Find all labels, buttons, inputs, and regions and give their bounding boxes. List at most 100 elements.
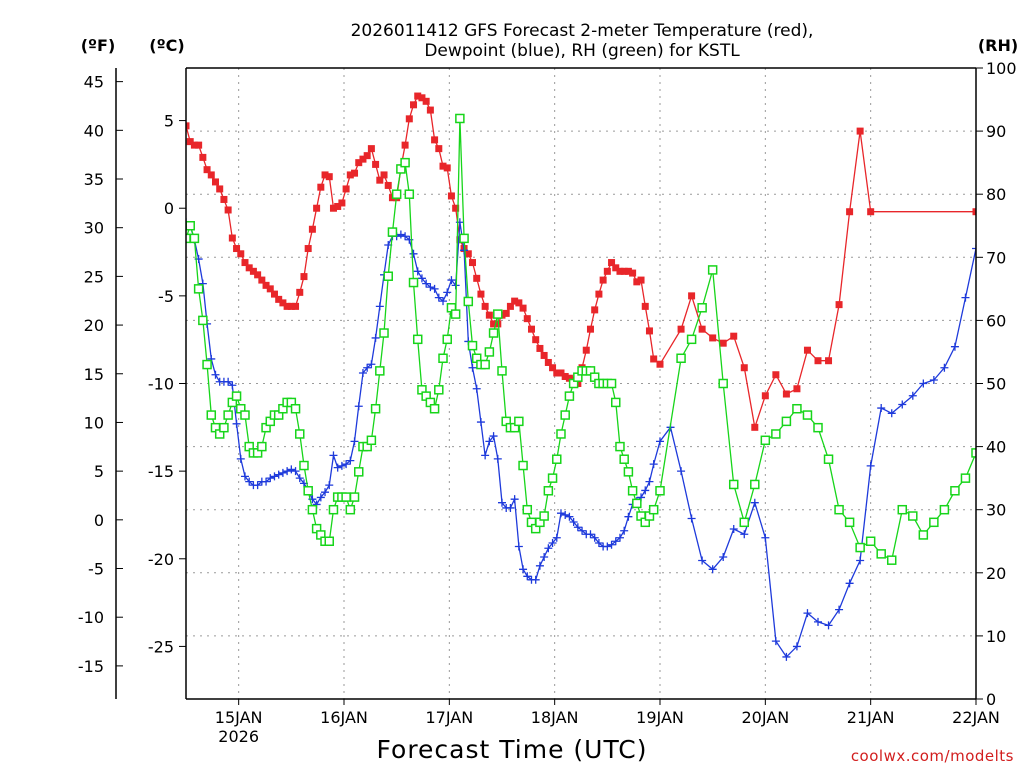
dewpoint-point <box>333 463 342 472</box>
temperature-point <box>511 297 519 305</box>
temperature-point <box>363 152 371 160</box>
rh-point <box>918 530 929 540</box>
temperature-point <box>608 259 616 267</box>
dewpoint-point <box>228 381 237 390</box>
temperature-point <box>464 250 472 258</box>
rh-point <box>488 328 499 338</box>
dewpoint-point <box>540 553 549 562</box>
temperature-point <box>435 145 443 153</box>
temperature-point <box>254 271 262 279</box>
temperature-point <box>283 302 291 310</box>
temperature-point <box>376 176 384 184</box>
temperature-point <box>367 145 375 153</box>
rh-point <box>231 391 242 401</box>
temperature-point <box>346 171 354 179</box>
rh-point <box>493 309 503 319</box>
temperature-point <box>846 208 854 216</box>
dewpoint-point <box>866 461 875 470</box>
dewpoint-point <box>266 474 275 483</box>
dewpoint-point <box>594 539 603 548</box>
dewpoint-point <box>325 481 334 490</box>
dewpoint-point <box>346 456 355 465</box>
rh-point <box>434 385 444 395</box>
rh-point <box>455 113 465 124</box>
rh-point <box>341 492 351 502</box>
dewpoint-point <box>337 461 346 470</box>
rh-point <box>328 504 339 515</box>
rh-point <box>189 233 200 244</box>
temperature-point <box>249 267 257 275</box>
rh-point <box>929 517 939 528</box>
dewpoint-point <box>375 302 384 311</box>
dewpoint-point <box>544 544 553 553</box>
rh-point <box>950 486 960 496</box>
fahrenheit-tick-label: 40 <box>84 121 104 140</box>
temperature-point <box>372 160 380 168</box>
temperature-point <box>553 369 561 377</box>
dewpoint-point <box>708 565 717 574</box>
temperature-point <box>561 372 569 380</box>
rh-tick-label: 80 <box>986 185 1006 204</box>
temperature-point <box>452 204 460 212</box>
rh-point <box>370 403 381 414</box>
temperature-point <box>224 206 232 214</box>
temperature-point <box>549 364 557 372</box>
rh-point <box>518 460 528 471</box>
rh-tick-label: 20 <box>986 564 1006 583</box>
temperature-point <box>334 202 342 210</box>
temperature-point <box>523 315 531 323</box>
dewpoint-point <box>645 477 654 486</box>
temperature-point <box>527 325 535 333</box>
rh-tick-label: 90 <box>986 122 1006 141</box>
temperature-point <box>308 225 316 233</box>
temperature-point <box>216 185 224 193</box>
dewpoint-point <box>552 533 561 542</box>
rh-tick-label: 70 <box>986 248 1006 267</box>
rh-point <box>349 492 360 502</box>
dewpoint-point <box>687 514 696 523</box>
dewpoint-point <box>929 375 938 384</box>
temperature-point <box>595 290 603 298</box>
dewpoint-point <box>898 400 907 409</box>
dewpoint-point <box>506 503 515 512</box>
temperature-point <box>709 334 717 342</box>
dewpoint-point <box>792 642 801 651</box>
rh-point <box>728 479 739 490</box>
temperature-point <box>620 267 628 275</box>
dewpoint-point <box>371 333 380 342</box>
dewpoint-point <box>607 540 616 549</box>
temperature-point <box>544 358 552 366</box>
x-tick-label: 16JAN <box>320 708 368 727</box>
dewpoint-point <box>321 488 330 497</box>
temperature-point <box>698 325 706 333</box>
series-rh <box>186 113 976 565</box>
rh-point <box>844 517 855 528</box>
rh-point <box>412 334 423 345</box>
rh-point <box>632 498 642 509</box>
temperature-point <box>469 259 477 267</box>
rh-point <box>324 536 335 546</box>
temperature-point <box>439 162 447 170</box>
rh-point <box>202 359 212 370</box>
rh-point <box>813 422 823 433</box>
dewpoint-point <box>641 486 650 495</box>
rh-point <box>886 555 897 565</box>
temperature-point <box>431 136 439 144</box>
rh-point <box>375 366 385 376</box>
dewpoint-point <box>845 579 854 588</box>
rh-point <box>353 467 364 477</box>
dewpoint-point <box>510 495 519 504</box>
dewpoint-point <box>481 451 490 460</box>
dewpoint-point <box>877 404 886 413</box>
rh-point <box>193 284 204 294</box>
dewpoint-point <box>447 276 456 285</box>
dewpoint-point <box>291 467 300 476</box>
rh-point <box>697 303 707 313</box>
temperature-point <box>641 302 649 310</box>
rh-point <box>290 403 301 414</box>
celsius-tick-label: -5 <box>158 287 174 306</box>
rh-point <box>760 435 771 446</box>
rh-point <box>781 416 792 427</box>
temperature-point <box>586 325 594 333</box>
